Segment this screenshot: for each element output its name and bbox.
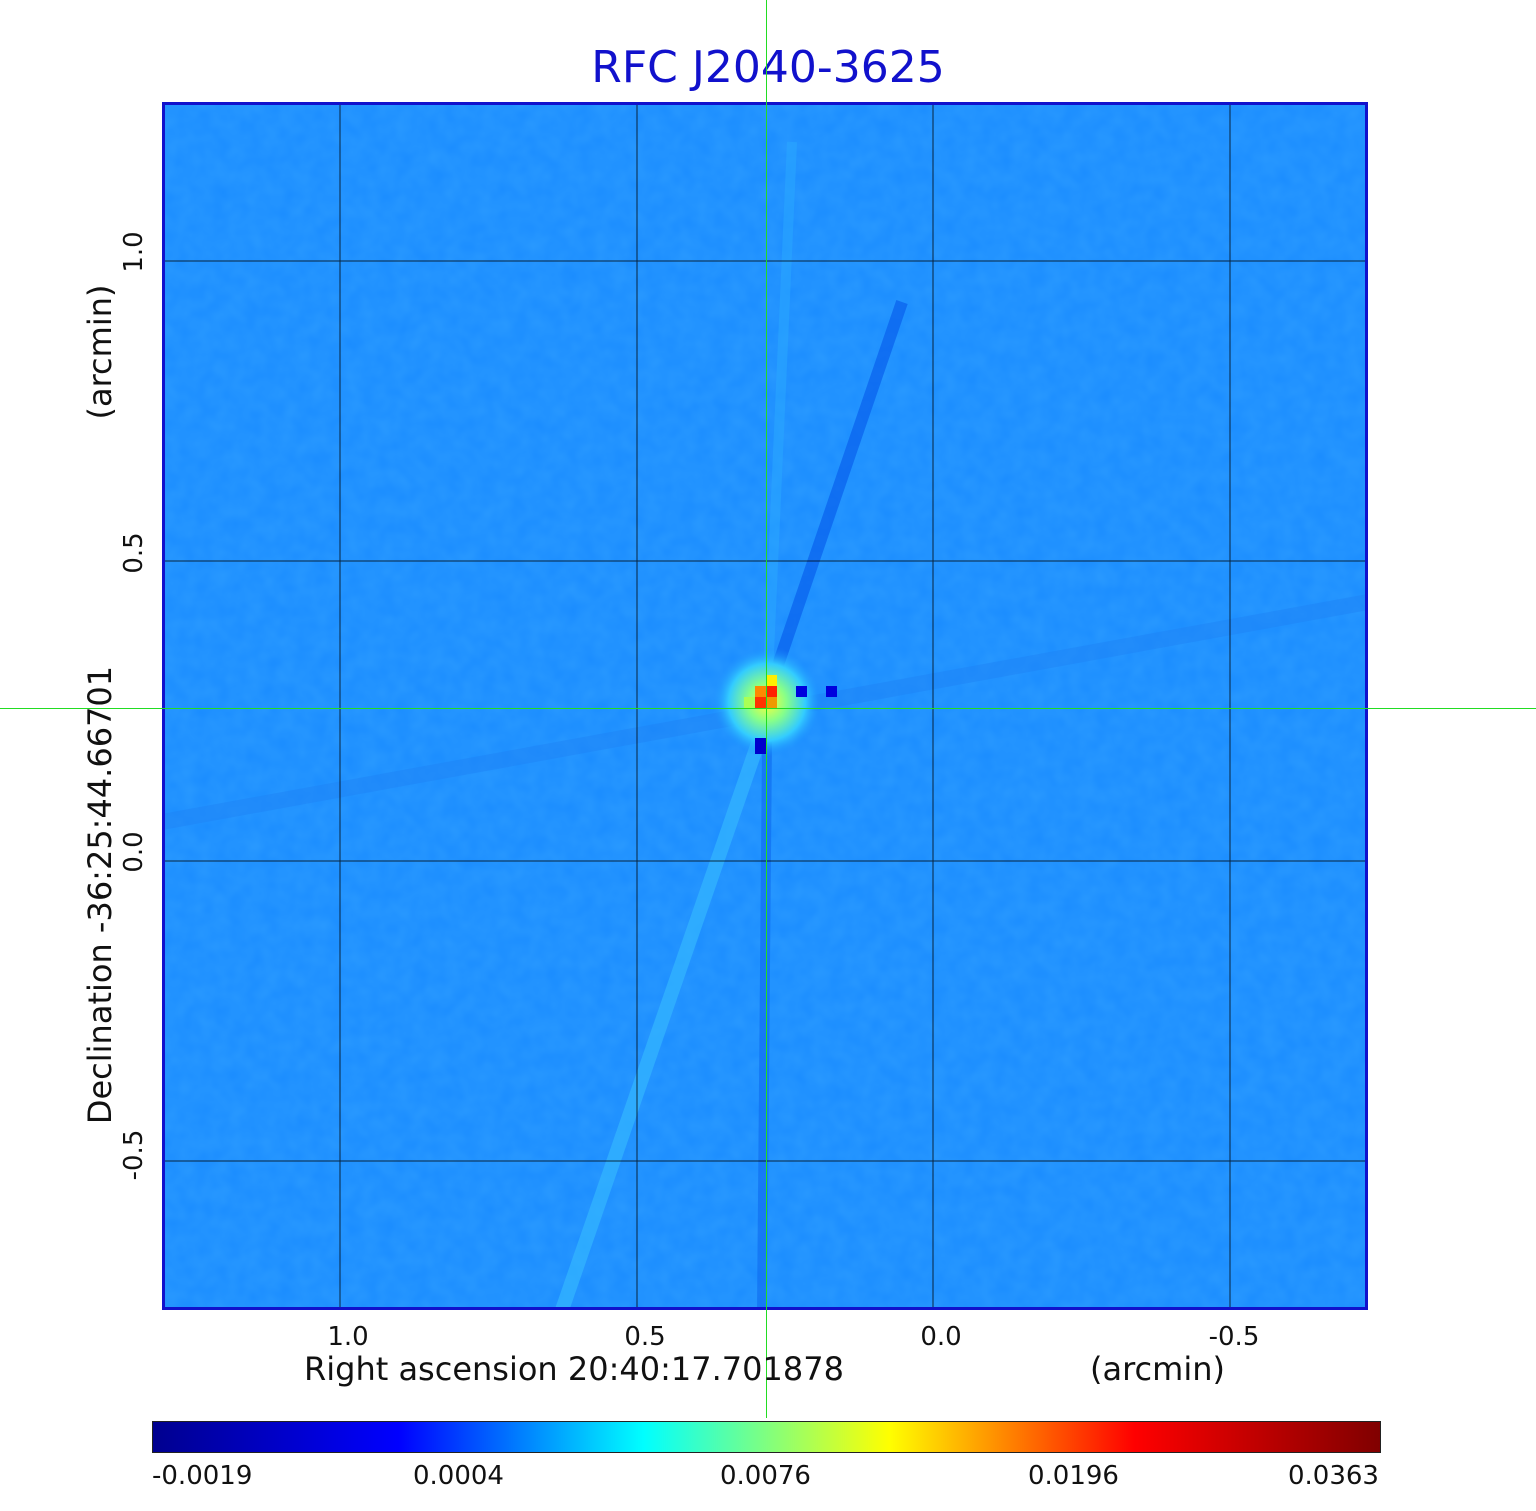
coordinate-grid — [162, 102, 1368, 1310]
negative-pixel — [826, 686, 837, 697]
negative-pixel — [755, 738, 766, 754]
colorbar-tick-label: 0.0076 — [720, 1461, 811, 1491]
sidelobe-streak — [762, 141, 797, 698]
source-pixel — [755, 697, 766, 708]
colorbar-tick-label: 0.0196 — [1028, 1461, 1119, 1491]
y-tick-label: 0.5 — [119, 532, 149, 574]
source-pixel — [755, 686, 766, 697]
source-pixel — [766, 686, 777, 697]
sidelobe-streak — [761, 300, 908, 699]
x-tick-label: -0.5 — [1208, 1322, 1260, 1352]
y-tick-label: 0.0 — [119, 831, 149, 873]
colorbar-tick-label: -0.0019 — [152, 1461, 253, 1491]
colorbar — [152, 1421, 1381, 1453]
colorbar-tick-label: 0.0004 — [413, 1461, 504, 1491]
x-tick-label: 0.5 — [624, 1322, 666, 1352]
crosshair-horizontal — [0, 708, 1536, 709]
negative-pixel — [796, 686, 807, 697]
radio-map[interactable] — [162, 102, 1368, 1310]
y-tick-label: 1.0 — [119, 231, 149, 273]
y-axis-unit: (arcmin) — [81, 284, 119, 420]
source-pixel — [766, 697, 777, 708]
y-axis-label: Declination -36:25:44.66701 — [81, 665, 119, 1125]
x-tick-label: 0.0 — [920, 1322, 962, 1352]
crosshair-vertical — [766, 0, 767, 1418]
x-tick-label: 1.0 — [327, 1322, 369, 1352]
y-tick-label: -0.5 — [119, 1129, 149, 1181]
sidelobe-streak — [555, 714, 774, 1310]
x-axis-label: Right ascension 20:40:17.701878 — [304, 1350, 844, 1388]
x-axis-unit: (arcmin) — [1090, 1350, 1225, 1388]
colorbar-tick-label: 0.0363 — [1288, 1461, 1379, 1491]
map-frame — [162, 102, 1368, 1310]
source-pixel — [744, 697, 755, 708]
image-title: RFC J2040-3625 — [591, 42, 945, 93]
source-pixel — [766, 675, 777, 686]
